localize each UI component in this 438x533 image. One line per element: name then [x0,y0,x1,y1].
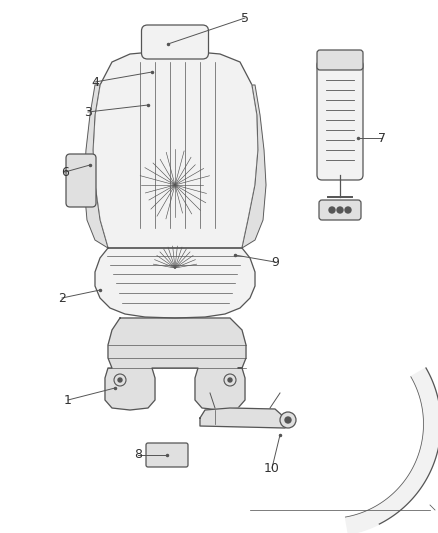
Polygon shape [200,408,290,428]
Text: 7: 7 [378,132,386,144]
Text: 6: 6 [61,166,69,179]
Text: 8: 8 [134,448,142,462]
FancyBboxPatch shape [319,200,361,220]
Polygon shape [242,85,266,248]
Polygon shape [105,318,246,410]
FancyBboxPatch shape [317,50,363,70]
Circle shape [285,417,291,423]
Circle shape [118,378,122,382]
Text: 3: 3 [84,106,92,118]
Circle shape [228,378,232,382]
Text: 2: 2 [58,292,66,304]
Text: 10: 10 [264,462,280,474]
Circle shape [280,412,296,428]
Circle shape [329,207,335,213]
Polygon shape [84,85,108,248]
Text: 9: 9 [271,255,279,269]
Polygon shape [93,52,258,248]
FancyBboxPatch shape [66,154,96,207]
Circle shape [345,207,351,213]
FancyBboxPatch shape [146,443,188,467]
Polygon shape [346,368,438,533]
Polygon shape [95,248,255,318]
Text: 4: 4 [91,76,99,88]
Circle shape [337,207,343,213]
FancyBboxPatch shape [317,60,363,180]
Text: 1: 1 [64,393,72,407]
FancyBboxPatch shape [141,25,208,59]
Text: 5: 5 [241,12,249,25]
